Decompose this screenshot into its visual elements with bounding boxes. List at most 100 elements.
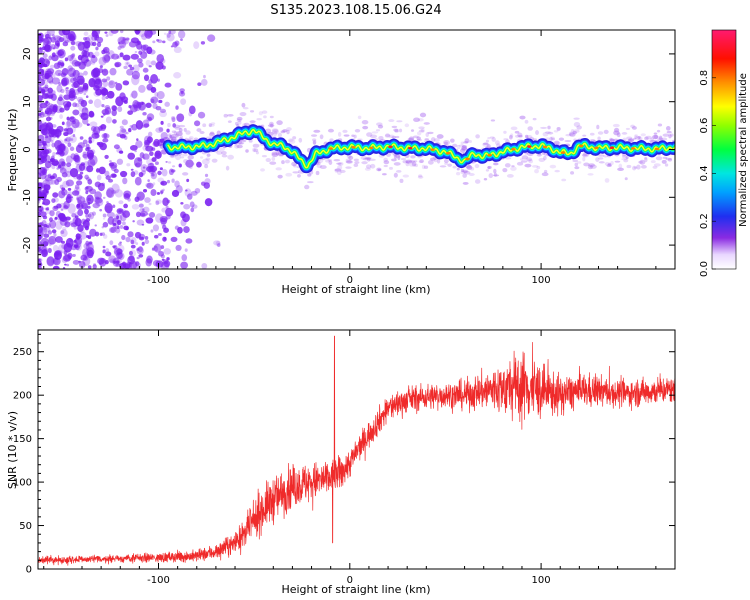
- noise-blob: [67, 65, 73, 72]
- noise-blob: [148, 212, 156, 218]
- noise-blob: [41, 69, 45, 73]
- halo-blob: [485, 169, 490, 172]
- halo-blob: [319, 165, 327, 170]
- noise-blob: [150, 96, 159, 104]
- noise-blob: [41, 145, 47, 153]
- noise-blob: [46, 30, 55, 36]
- noise-blob: [49, 219, 57, 229]
- halo-blob: [429, 157, 437, 161]
- noise-blob: [139, 152, 145, 159]
- halo-blob: [182, 172, 189, 176]
- noise-blob: [73, 227, 77, 230]
- hotspot: [542, 145, 548, 149]
- noise-blob: [85, 235, 90, 239]
- noise-blob: [83, 242, 90, 249]
- halo-blob: [553, 141, 561, 146]
- noise-blob: [141, 241, 145, 246]
- halo-blob: [175, 131, 183, 137]
- noise-blob: [60, 72, 67, 78]
- noise-blob: [116, 158, 124, 165]
- noise-blob: [57, 212, 66, 219]
- noise-blob: [88, 99, 94, 105]
- noise-blob: [131, 90, 138, 99]
- noise-blob: [55, 220, 63, 230]
- halo-blob: [236, 118, 242, 122]
- noise-blob: [135, 120, 144, 130]
- noise-blob: [113, 168, 119, 174]
- noise-scatter: [38, 30, 221, 269]
- noise-blob: [103, 48, 108, 53]
- halo-blob: [661, 159, 667, 164]
- halo-blob: [503, 138, 509, 141]
- noise-blob: [105, 189, 113, 198]
- halo-blob: [462, 173, 467, 178]
- noise-blob: [39, 248, 43, 254]
- halo-blob: [527, 126, 533, 131]
- halo-blob: [474, 164, 480, 169]
- halo-blob: [626, 136, 633, 140]
- noise-blob: [85, 214, 89, 218]
- colorbar-tick-label: 0.6: [699, 118, 710, 134]
- noise-blob: [121, 212, 125, 215]
- halo-blob: [256, 117, 262, 121]
- halo-blob: [337, 131, 342, 137]
- noise-blob: [42, 249, 48, 256]
- noise-blob: [119, 52, 124, 58]
- noise-blob: [56, 97, 65, 106]
- noise-blob: [95, 70, 101, 77]
- halo-blob: [452, 165, 457, 169]
- noise-blob: [115, 96, 124, 107]
- noise-blob: [180, 201, 184, 205]
- halo-blob: [573, 129, 580, 133]
- noise-blob: [44, 68, 52, 77]
- halo-blob: [524, 119, 529, 124]
- halo-blob: [465, 164, 472, 169]
- noise-blob: [158, 250, 164, 257]
- noise-blob: [106, 211, 115, 218]
- noise-blob: [41, 58, 50, 68]
- halo-blob: [604, 162, 610, 166]
- noise-blob: [77, 142, 86, 149]
- noise-blob: [150, 171, 158, 180]
- halo-blob: [275, 167, 282, 171]
- halo-blob: [242, 107, 249, 110]
- noise-blob: [114, 62, 120, 68]
- noise-blob: [87, 265, 92, 269]
- noise-blob: [70, 40, 76, 46]
- noise-blob: [120, 30, 124, 34]
- halo-blob: [316, 164, 323, 169]
- noise-blob: [105, 116, 112, 124]
- halo-blob: [494, 140, 500, 146]
- halo-blob: [514, 130, 520, 134]
- noise-blob: [92, 202, 100, 209]
- noise-blob: [104, 154, 109, 159]
- halo-blob: [466, 165, 473, 170]
- noise-blob: [175, 244, 182, 251]
- noise-blob: [46, 68, 55, 74]
- noise-blob: [136, 40, 141, 44]
- noise-blob: [58, 190, 66, 199]
- noise-blob: [135, 211, 142, 218]
- noise-blob: [103, 69, 107, 73]
- halo-blob: [621, 155, 627, 159]
- noise-blob: [108, 162, 115, 167]
- noise-blob: [180, 98, 187, 105]
- halo-blob: [423, 165, 429, 169]
- noise-blob: [41, 249, 48, 258]
- noise-blob: [134, 231, 142, 239]
- halo-blob: [519, 115, 526, 120]
- halo-blob: [239, 139, 247, 143]
- noise-blob: [138, 254, 144, 258]
- halo-blob: [427, 131, 434, 135]
- noise-blob: [180, 38, 183, 42]
- noise-blob: [88, 241, 93, 245]
- halo-blob: [312, 141, 316, 145]
- noise-blob: [102, 249, 106, 254]
- halo-blob: [487, 165, 492, 169]
- snr-y-axis-label: SNR (10 * v/v): [6, 411, 19, 489]
- noise-blob: [70, 138, 74, 141]
- noise-blob: [138, 101, 147, 111]
- colorbar-tick-label: 0.4: [699, 165, 710, 181]
- halo-blob: [170, 137, 174, 140]
- halo-blob: [551, 138, 556, 141]
